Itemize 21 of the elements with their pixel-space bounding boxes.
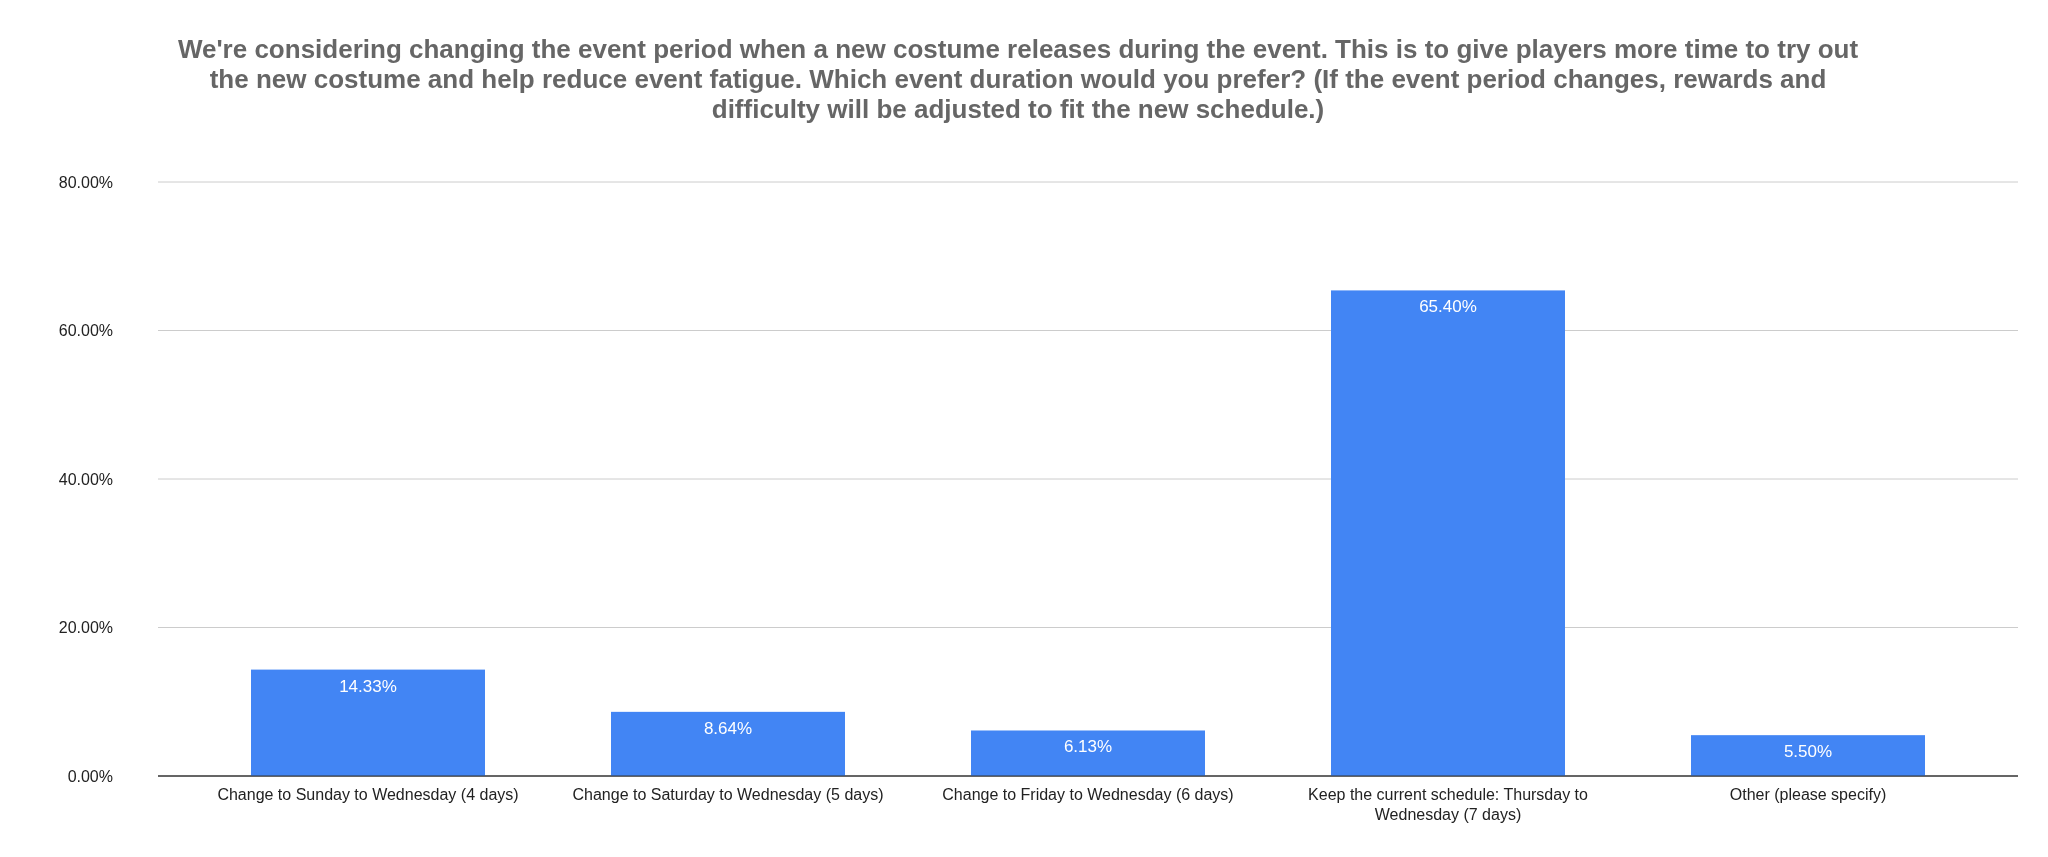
bar [611, 711, 845, 776]
y-tick-label: 80.00% [58, 173, 113, 191]
bar [1331, 290, 1565, 776]
y-tick-label: 0.00% [67, 767, 113, 785]
bar [971, 730, 1205, 776]
x-tick-label: Keep the current schedule: Thursday to Wednesday (7 days) [1308, 786, 1589, 823]
bar [251, 669, 485, 776]
y-tick-label: 60.00% [58, 322, 113, 340]
data-label: 14.33% [339, 676, 397, 696]
data-label: 65.40% [1419, 297, 1477, 317]
x-tick-label: Change to Friday to Wednesday (6 days) [942, 786, 1234, 803]
x-tick-label: Change to Saturday to Wednesday (5 days) [572, 786, 884, 803]
y-tick-label: 20.00% [58, 619, 113, 637]
data-label: 8.64% [703, 718, 753, 738]
x-tick-label: Other (please specify) [1729, 786, 1887, 803]
data-label: 6.13% [1063, 737, 1113, 757]
chart-title: We're considering changing the event period when a new costume releases during the event. This is to give players more time to try out the new costume and help reduce event fatigue. Which event duration would you prefer? (If the event period changes, rewards and difficulty will be adjusted to fit the new schedule.) [177, 34, 1859, 124]
bar [1691, 735, 1925, 776]
data-label: 5.50% [1783, 742, 1833, 762]
x-tick-label: Change to Sunday to Wednesday (4 days) [217, 786, 519, 803]
y-tick-label: 40.00% [58, 470, 113, 488]
